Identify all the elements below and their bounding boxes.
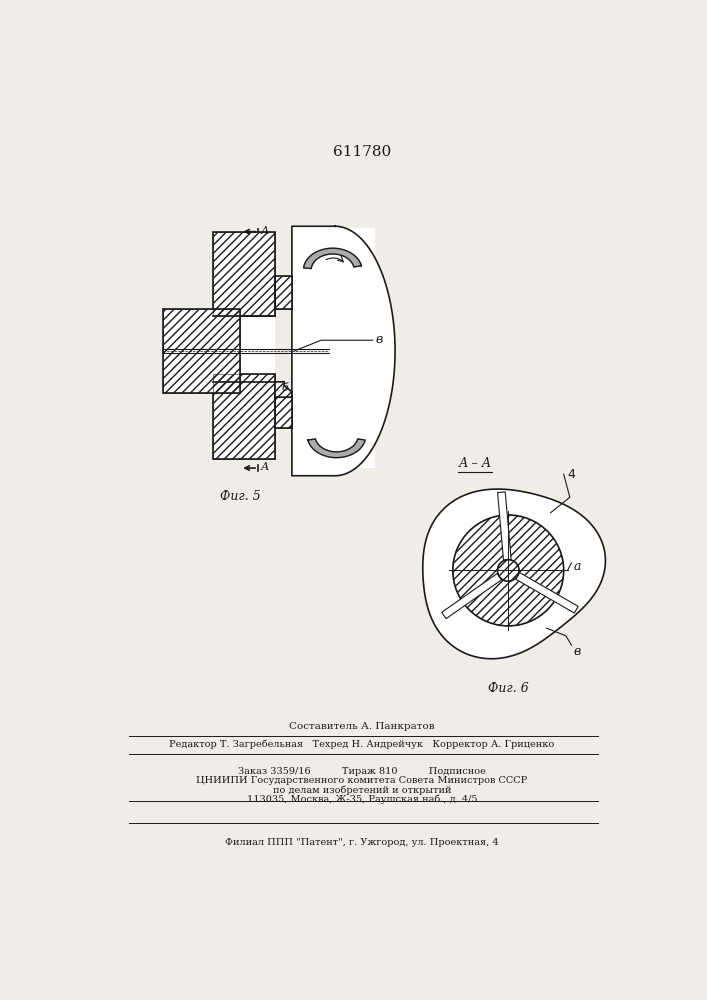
Text: по делам изобретений и открытий: по делам изобретений и открытий — [273, 785, 451, 795]
Bar — [163, 309, 240, 393]
Text: Фиг. 6: Фиг. 6 — [488, 682, 529, 695]
Polygon shape — [498, 492, 511, 560]
Circle shape — [452, 515, 563, 626]
Text: б: б — [282, 383, 288, 393]
Text: а: а — [573, 560, 581, 573]
Text: А: А — [261, 226, 269, 236]
Bar — [275, 276, 292, 309]
Bar — [275, 396, 292, 428]
Text: Фиг. 5: Фиг. 5 — [220, 490, 261, 503]
Circle shape — [498, 560, 519, 581]
Polygon shape — [308, 439, 366, 458]
Text: Составитель А. Панкратов: Составитель А. Панкратов — [289, 722, 435, 731]
Polygon shape — [515, 573, 578, 613]
FancyBboxPatch shape — [292, 228, 375, 468]
Bar — [163, 309, 240, 393]
Bar — [214, 374, 275, 459]
Polygon shape — [423, 489, 605, 659]
Text: 611780: 611780 — [333, 145, 391, 159]
Text: в: в — [375, 333, 382, 346]
Polygon shape — [442, 573, 502, 619]
Polygon shape — [275, 382, 292, 397]
Text: 113035, Москва, Ж-35, Раушская наб., д. 4/5: 113035, Москва, Ж-35, Раушская наб., д. … — [247, 795, 477, 804]
Polygon shape — [292, 226, 395, 476]
Text: А – А: А – А — [459, 457, 492, 470]
Text: А: А — [261, 462, 269, 472]
Text: Филиал ППП "Патент", г. Ужгород, ул. Проектная, 4: Филиал ППП "Патент", г. Ужгород, ул. Про… — [225, 838, 498, 847]
Text: 4: 4 — [568, 468, 575, 481]
Text: в: в — [573, 645, 581, 658]
Bar — [214, 232, 275, 316]
Polygon shape — [303, 248, 361, 269]
Bar — [275, 276, 292, 309]
Bar — [214, 374, 275, 459]
Text: Редактор Т. Загребельная   Техред Н. Андрейчук   Корректор А. Гриценко: Редактор Т. Загребельная Техред Н. Андре… — [170, 740, 554, 749]
Bar — [214, 232, 275, 316]
Bar — [214, 316, 275, 382]
Text: ЦНИИПИ Государственного комитета Совета Министров СССР: ЦНИИПИ Государственного комитета Совета … — [197, 776, 527, 785]
Bar — [275, 396, 292, 428]
Text: Заказ 3359/16          Тираж 810          Подписное: Заказ 3359/16 Тираж 810 Подписное — [238, 767, 486, 776]
